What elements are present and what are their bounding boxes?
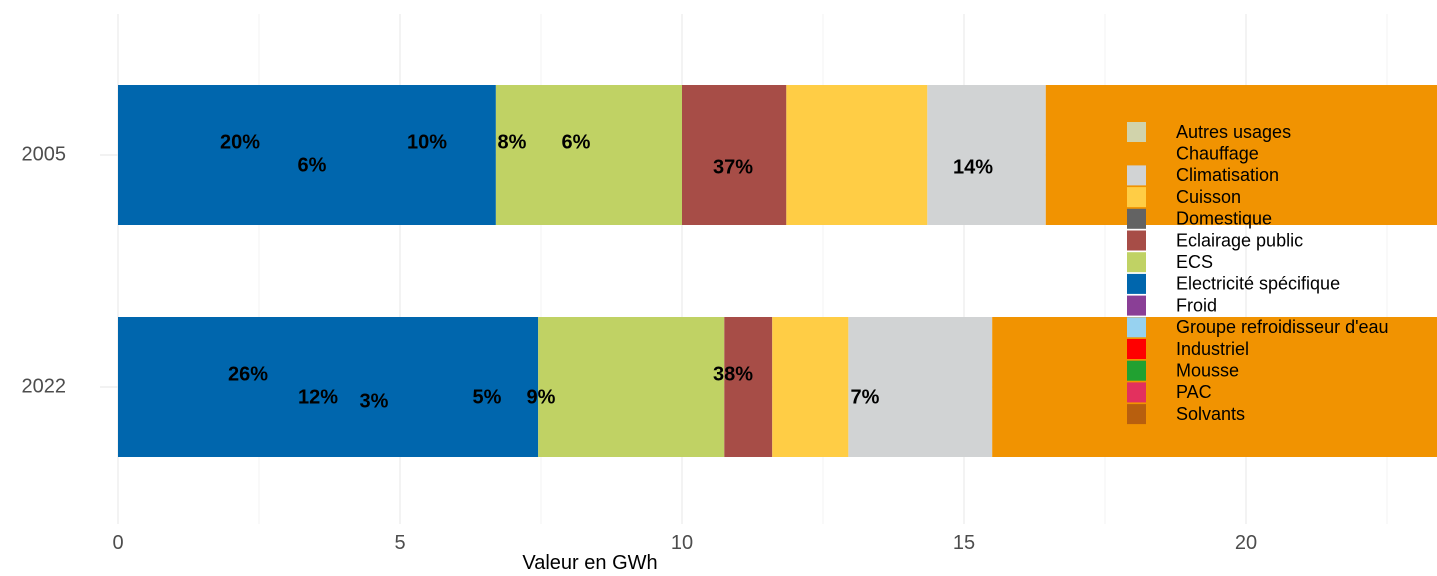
legend-label: Chauffage (1176, 143, 1259, 163)
legend-key (1127, 382, 1146, 403)
legend-label: PAC (1176, 382, 1212, 402)
legend-label: Groupe refroidisseur d'eau (1176, 317, 1389, 337)
legend-label: Froid (1176, 295, 1217, 315)
bar-segment (927, 85, 1046, 225)
legend-label: Cuisson (1176, 187, 1241, 207)
legend-label: Industriel (1176, 339, 1249, 359)
y-tick-label: 2005 (22, 143, 67, 165)
data-label: 9% (527, 386, 556, 408)
data-label: 37% (713, 156, 753, 178)
legend-label: Autres usages (1176, 122, 1291, 142)
data-label: 6% (298, 154, 327, 176)
bar-segment (848, 317, 993, 457)
x-tick-label: 0 (112, 532, 123, 554)
data-label: 7% (851, 386, 880, 408)
data-label: 12% (298, 386, 338, 408)
bar-segment (992, 317, 1437, 457)
legend-key (1127, 165, 1146, 186)
bar-segment (786, 85, 928, 225)
data-label: 8% (498, 131, 527, 153)
legend-key (1127, 122, 1146, 142)
x-tick-label: 15 (953, 532, 975, 554)
legend-label: Mousse (1176, 360, 1239, 380)
bar-segment (538, 317, 725, 457)
x-tick-label: 20 (1235, 532, 1257, 554)
bar-segment (118, 317, 539, 457)
x-axis-title: Valeur en GWh (522, 552, 657, 574)
legend: Autres usagesChauffageClimatisationCuiss… (1127, 122, 1389, 425)
bar-segment (772, 317, 849, 457)
legend-key (1127, 208, 1146, 229)
data-label: 26% (228, 363, 268, 385)
legend-key (1127, 295, 1146, 316)
legend-key (1127, 317, 1146, 338)
data-labels: 20% 6% 10% 8% 6% 37% 14% 26% 12% 3% 5% 9% 38% 7% (220, 131, 993, 412)
data-label: 14% (953, 156, 993, 178)
legend-key (1127, 143, 1146, 164)
data-label: 20% (220, 131, 260, 153)
legend-key (1127, 360, 1146, 381)
bar-segment (495, 85, 682, 225)
bar-segment (682, 85, 787, 225)
data-label: 5% (473, 386, 502, 408)
bar-segment (118, 85, 496, 225)
bars (118, 85, 1437, 457)
legend-key (1127, 339, 1146, 359)
legend-key (1127, 273, 1146, 294)
legend-label: Electricité spécifique (1176, 274, 1340, 294)
data-label: 6% (562, 131, 591, 153)
legend-key (1127, 252, 1146, 273)
legend-label: Eclairage public (1176, 230, 1303, 250)
legend-key (1127, 230, 1146, 251)
legend-key (1127, 404, 1146, 425)
data-label: 10% (407, 131, 447, 153)
legend-label: Solvants (1176, 404, 1245, 424)
x-tick-label: 5 (394, 532, 405, 554)
data-label: 3% (360, 390, 389, 412)
legend-label: Domestique (1176, 209, 1272, 229)
axes: 05101520253020052022 (22, 143, 1258, 554)
legend-key (1127, 187, 1146, 208)
bar-segment (724, 317, 773, 457)
y-tick-label: 2022 (22, 375, 67, 397)
legend-label: Climatisation (1176, 165, 1279, 185)
data-label: 38% (713, 363, 753, 385)
x-tick-label: 10 (671, 532, 693, 554)
legend-label: ECS (1176, 252, 1213, 272)
bar-segment (1045, 85, 1437, 225)
